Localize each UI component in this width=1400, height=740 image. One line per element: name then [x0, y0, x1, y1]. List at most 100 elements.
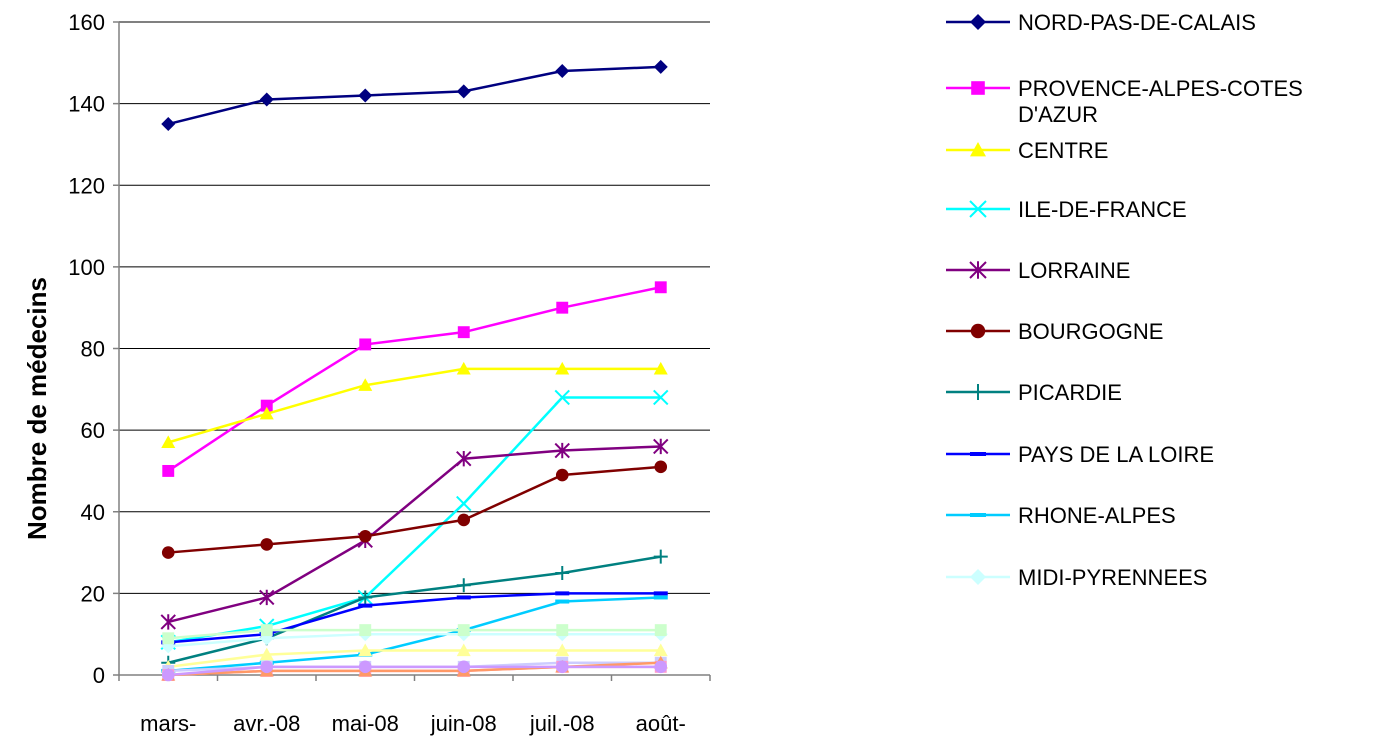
- series-unlabeled-11: [161, 643, 668, 673]
- legend-label: LORRAINE: [1018, 258, 1130, 283]
- grid-lines: [118, 21, 710, 676]
- series-line: [168, 649, 661, 669]
- legend-marker: [970, 384, 986, 400]
- data-point: [456, 643, 471, 657]
- y-axis-label: Nombre de médecins: [22, 277, 52, 540]
- data-point: [260, 538, 274, 551]
- legend-label: RHONE-ALPES: [1018, 503, 1176, 528]
- legend-marker: [970, 323, 986, 339]
- x-axis-ticks: mars-avr.-08 mai-08 juin-08 juil.-08 août-: [118, 675, 711, 736]
- data-point: [260, 399, 273, 412]
- data-point: [161, 435, 176, 448]
- series-line: [167, 65, 661, 126]
- data-point: [456, 495, 472, 512]
- legend-marker: [970, 513, 986, 517]
- y-tick-label: 40: [81, 500, 105, 525]
- data-point: [260, 660, 274, 674]
- data-point: [653, 389, 669, 406]
- data-point: [457, 326, 470, 339]
- legend-item: PAYS DE LA LOIRE: [946, 442, 1214, 467]
- legend-label: MIDI-PYRENNEES: [1018, 565, 1207, 590]
- data-point: [654, 281, 667, 294]
- legend-item: BOURGOGNE: [946, 319, 1163, 344]
- data-point: [161, 546, 175, 559]
- series-unlabeled-10: [162, 624, 667, 645]
- x-tick-label: mars-: [140, 711, 196, 736]
- data-point: [654, 460, 668, 474]
- data-point: [456, 578, 471, 593]
- legend-label: PAYS DE LA LOIRE: [1018, 442, 1214, 467]
- data-point: [555, 643, 570, 657]
- legend-marker: [969, 200, 987, 218]
- x-tick-label: avr.-08: [233, 711, 300, 736]
- data-point: [161, 668, 175, 682]
- data-point: [358, 590, 373, 605]
- legend-marker: [971, 81, 985, 95]
- legend-label: CENTRE: [1018, 138, 1108, 163]
- data-point: [554, 442, 570, 459]
- y-tick-label: 160: [68, 10, 105, 35]
- data-point: [162, 632, 175, 645]
- data-point: [259, 647, 274, 661]
- legend-marker: [970, 142, 986, 157]
- data-point: [654, 660, 668, 674]
- series-bourgogne: [161, 460, 668, 559]
- series-line: [168, 628, 661, 640]
- y-tick-label: 120: [68, 173, 105, 198]
- data-point: [259, 589, 275, 606]
- legend-label: PICARDIE: [1018, 380, 1122, 405]
- legend-item: LORRAINE: [946, 258, 1130, 283]
- series-line: [168, 396, 661, 644]
- series-line: [167, 445, 661, 624]
- legend-item: MIDI-PYRENNEES: [946, 565, 1207, 590]
- data-point: [457, 624, 470, 637]
- data-point: [457, 513, 471, 527]
- data-point: [259, 406, 274, 420]
- data-point: [653, 595, 668, 600]
- data-point: [653, 643, 668, 657]
- legend-label: ILE-DE-FRANCE: [1018, 197, 1187, 222]
- legend-item: PICARDIE: [946, 380, 1122, 405]
- legend-item: RHONE-ALPES: [946, 503, 1176, 528]
- data-point: [654, 624, 667, 637]
- series-line: [167, 555, 661, 664]
- y-tick-label: 0: [93, 663, 105, 688]
- legend-marker: [969, 261, 987, 279]
- x-tick-label: mai-08: [332, 711, 399, 736]
- legend-marker: [970, 569, 986, 585]
- data-point: [358, 660, 372, 674]
- data-point: [259, 92, 274, 107]
- legend-label: D'AZUR: [1018, 102, 1098, 127]
- data-point: [160, 614, 176, 630]
- series-line: [168, 665, 661, 677]
- legend-label: BOURGOGNE: [1018, 319, 1163, 344]
- legend-marker: [970, 14, 986, 30]
- data-point: [653, 591, 668, 596]
- y-tick-label: 60: [81, 418, 105, 443]
- legend-label: PROVENCE-ALPES-COTES: [1018, 76, 1303, 101]
- data-point: [555, 591, 570, 596]
- legend-item: ILE-DE-FRANCE: [946, 197, 1187, 222]
- x-tick-label: juil.-08: [529, 711, 595, 736]
- series-unlabeled-15: [161, 660, 668, 682]
- legend-label: NORD-PAS-DE-CALAIS: [1018, 10, 1256, 35]
- y-axis-ticks: 0 20 40 60 80 100 120 140 160: [68, 10, 119, 688]
- series-line: [168, 592, 661, 644]
- data-point: [653, 361, 668, 375]
- series-provence-alpes-cotes-d-azur: [162, 281, 667, 477]
- data-point: [162, 464, 175, 477]
- y-tick-label: 100: [68, 255, 105, 280]
- series-nord-pas-de-calais: [161, 59, 668, 132]
- data-point: [359, 624, 372, 637]
- data-point: [456, 595, 471, 600]
- y-tick-label: 20: [81, 581, 105, 606]
- data-point: [456, 361, 471, 375]
- series-group: [160, 59, 669, 682]
- data-point: [457, 660, 471, 674]
- x-tick-label: juin-08: [430, 711, 497, 736]
- series-line: [167, 286, 662, 472]
- y-tick-label: 140: [68, 92, 105, 117]
- data-point: [555, 468, 569, 482]
- data-point: [555, 63, 570, 78]
